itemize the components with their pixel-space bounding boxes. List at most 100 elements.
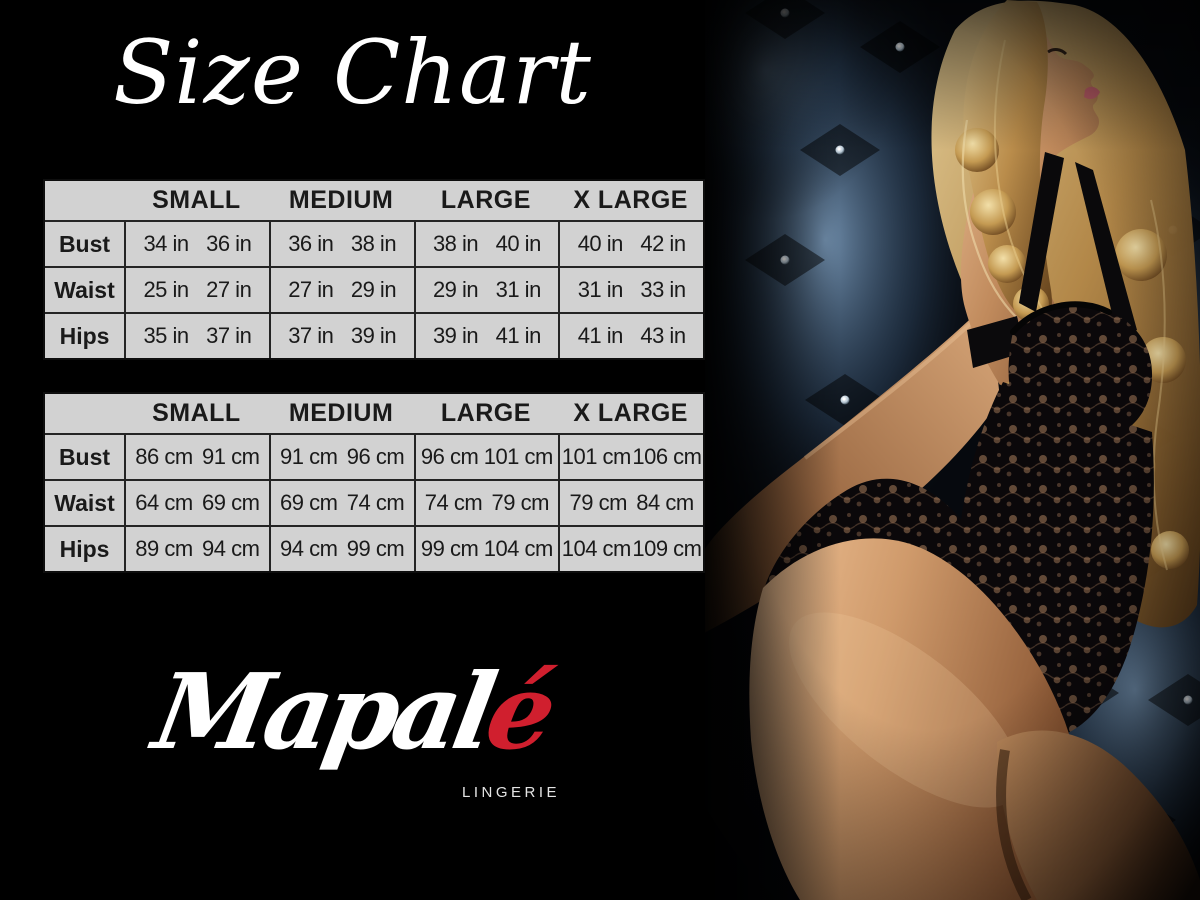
- measurement-value: 104 cm: [483, 536, 554, 561]
- brand-subtitle: LINGERIE: [462, 784, 561, 801]
- measurement-value: 29 in: [432, 277, 479, 302]
- measurement-value: 36 in: [206, 231, 252, 256]
- measurement-value: 64 cm: [135, 490, 193, 515]
- column-header: SMALL: [152, 186, 241, 214]
- measurement-cell: 39 in 41 in: [413, 312, 559, 358]
- row-label: Waist: [45, 266, 124, 312]
- row-label: Bust: [45, 220, 124, 266]
- measurement-value: 35 in: [143, 323, 189, 348]
- measurement-cell: 101 cm 106 cm: [558, 433, 703, 479]
- measurement-cell: 35 in 37 in: [124, 312, 269, 358]
- measurement-value: 40 in: [495, 231, 542, 256]
- measurement-value: 96 cm: [420, 444, 479, 469]
- brand-wordmark: Mapalé: [0, 642, 717, 782]
- measurement-value: 31 in: [577, 277, 624, 302]
- row-label: Bust: [45, 433, 124, 479]
- measurement-value: 34 in: [143, 231, 189, 256]
- measurement-value: 31 in: [495, 277, 542, 302]
- measurement-value: 99 cm: [346, 536, 405, 561]
- measurement-value: 79 cm: [491, 490, 550, 515]
- measurement-value: 39 in: [432, 323, 479, 348]
- measurement-value: 38 in: [350, 231, 397, 256]
- measurement-cell: 31 in 33 in: [558, 266, 703, 312]
- measurement-value: 27 in: [206, 277, 252, 302]
- measurement-value: 91 cm: [280, 444, 338, 469]
- column-header: LARGE: [440, 186, 531, 214]
- measurement-cell: 41 in 43 in: [558, 312, 703, 358]
- measurement-value: 42 in: [640, 231, 686, 256]
- model-photo: [705, 0, 1200, 900]
- measurement-value: 89 cm: [135, 536, 193, 561]
- measurement-value: 109 cm: [632, 536, 702, 561]
- measurement-value: 86 cm: [135, 444, 193, 469]
- column-header: MEDIUM: [288, 186, 394, 214]
- measurement-value: 40 in: [577, 231, 624, 256]
- measurement-cell: 29 in 31 in: [413, 266, 559, 312]
- measurement-value: 27 in: [288, 277, 334, 302]
- column-header: X LARGE: [573, 186, 688, 214]
- size-chart-panel: Size Chart SMALL MEDIUM LARGE X LARGE Bust 34…: [0, 21, 705, 832]
- measurement-cell: 36 in 38 in: [268, 220, 414, 266]
- measurement-value: 96 cm: [346, 444, 405, 469]
- measurement-cell: 25 in 27 in: [124, 266, 269, 312]
- measurement-cell: 27 in 29 in: [268, 266, 414, 312]
- measurement-value: 84 cm: [636, 490, 694, 515]
- measurement-value: 69 cm: [202, 490, 260, 515]
- column-header: X LARGE: [573, 399, 688, 427]
- table-corner-cell: [45, 181, 124, 220]
- column-header: SMALL: [152, 399, 241, 427]
- measurement-cell: 37 in 39 in: [268, 312, 414, 358]
- measurement-cell: 74 cm 79 cm: [413, 479, 559, 525]
- measurement-value: 36 in: [288, 231, 334, 256]
- measurement-cell: 104 cm 109 cm: [558, 525, 703, 571]
- brand-name-main: Mapal: [145, 650, 500, 773]
- row-label: Hips: [45, 525, 124, 571]
- measurement-value: 101 cm: [483, 444, 554, 469]
- measurement-cell: 94 cm 99 cm: [268, 525, 414, 571]
- measurement-cell: 96 cm 101 cm: [413, 433, 559, 479]
- measurement-value: 91 cm: [202, 444, 260, 469]
- measurement-value: 38 in: [432, 231, 479, 256]
- measurement-value: 37 in: [288, 323, 334, 348]
- measurement-value: 94 cm: [202, 536, 260, 561]
- measurement-cell: 91 cm 96 cm: [268, 433, 414, 479]
- measurement-value: 25 in: [143, 277, 189, 302]
- column-header: MEDIUM: [288, 399, 394, 427]
- size-table-centimeters: SMALL MEDIUM LARGE X LARGE Bust 86 cm 91 cm 91 …: [43, 392, 705, 573]
- page-title: Size Chart: [113, 21, 592, 124]
- measurement-value: 74 cm: [424, 490, 483, 515]
- measurement-value: 94 cm: [280, 536, 338, 561]
- measurement-value: 29 in: [350, 277, 397, 302]
- table-corner-cell: [45, 394, 124, 433]
- measurement-value: 43 in: [640, 323, 686, 348]
- column-header: LARGE: [440, 399, 531, 427]
- measurement-value: 99 cm: [420, 536, 479, 561]
- vignette: [705, 0, 1200, 900]
- measurement-cell: 38 in 40 in: [413, 220, 559, 266]
- measurement-value: 69 cm: [280, 490, 338, 515]
- measurement-value: 74 cm: [346, 490, 405, 515]
- measurement-cell: 89 cm 94 cm: [124, 525, 269, 571]
- size-table-inches: SMALL MEDIUM LARGE X LARGE Bust 34 in 36 in 36 …: [43, 179, 705, 360]
- model-photo-art: [705, 0, 1200, 900]
- measurement-value: 104 cm: [561, 536, 632, 561]
- measurement-value: 41 in: [495, 323, 542, 348]
- measurement-cell: 64 cm 69 cm: [124, 479, 269, 525]
- measurement-value: 79 cm: [569, 490, 628, 515]
- measurement-value: 106 cm: [632, 444, 702, 469]
- measurement-cell: 69 cm 74 cm: [268, 479, 414, 525]
- measurement-cell: 79 cm 84 cm: [558, 479, 703, 525]
- measurement-cell: 34 in 36 in: [124, 220, 269, 266]
- measurement-cell: 86 cm 91 cm: [124, 433, 269, 479]
- measurement-value: 101 cm: [561, 444, 632, 469]
- measurement-value: 39 in: [350, 323, 397, 348]
- measurement-value: 37 in: [206, 323, 252, 348]
- measurement-value: 33 in: [640, 277, 686, 302]
- row-label: Hips: [45, 312, 124, 358]
- row-label: Waist: [45, 479, 124, 525]
- measurement-cell: 99 cm 104 cm: [413, 525, 559, 571]
- measurement-cell: 40 in 42 in: [558, 220, 703, 266]
- measurement-value: 41 in: [577, 323, 624, 348]
- brand-logo: Mapalé LINGERIE: [0, 642, 705, 832]
